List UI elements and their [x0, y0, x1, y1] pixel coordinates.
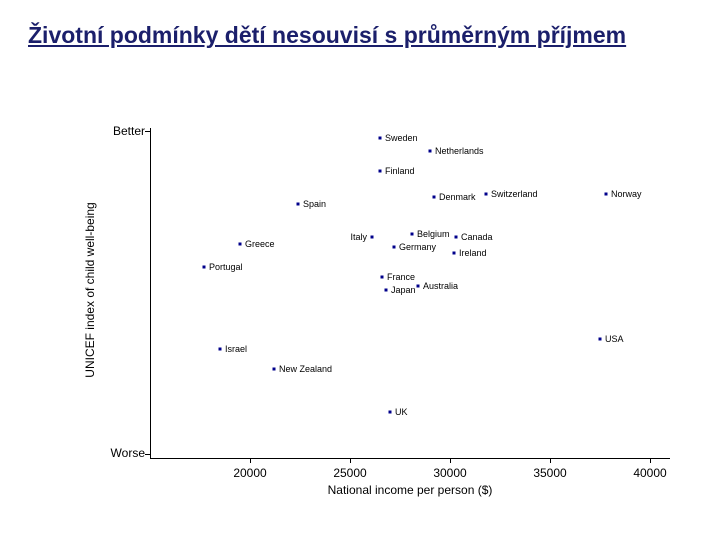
- data-point-label: Italy: [350, 232, 367, 242]
- data-point-label: Belgium: [417, 229, 450, 239]
- data-point: [453, 252, 456, 255]
- data-point: [203, 265, 206, 268]
- data-point: [381, 275, 384, 278]
- data-point-label: USA: [605, 334, 624, 344]
- x-tick-label: 35000: [525, 466, 575, 480]
- y-axis-bottom-category: Worse: [95, 446, 145, 460]
- x-tick-label: 40000: [625, 466, 675, 480]
- data-point-label: Norway: [611, 189, 642, 199]
- page-root: Životní podmínky dětí nesouvisí s průměr…: [0, 0, 720, 540]
- data-point-label: Ireland: [459, 248, 487, 258]
- data-point-label: Sweden: [385, 133, 418, 143]
- data-point: [455, 235, 458, 238]
- data-point-label: Portugal: [209, 262, 243, 272]
- x-tick: [550, 458, 551, 463]
- data-point: [379, 136, 382, 139]
- data-point-label: Switzerland: [491, 189, 538, 199]
- x-tick: [350, 458, 351, 463]
- y-axis-label-container: UNICEF index of child well-being: [80, 128, 100, 458]
- data-point-label: Australia: [423, 281, 458, 291]
- x-tick: [650, 458, 651, 463]
- y-axis-label: UNICEF index of child well-being: [83, 130, 97, 450]
- x-tick-label: 25000: [325, 466, 375, 480]
- data-point: [485, 193, 488, 196]
- data-point-label: New Zealand: [279, 364, 332, 374]
- data-point: [411, 232, 414, 235]
- data-point: [393, 245, 396, 248]
- data-point: [433, 196, 436, 199]
- data-point-label: Greece: [245, 239, 275, 249]
- x-axis-line: [150, 458, 670, 459]
- data-point-label: Germany: [399, 242, 436, 252]
- data-point-label: Netherlands: [435, 146, 484, 156]
- x-tick-label: 20000: [225, 466, 275, 480]
- page-title: Životní podmínky dětí nesouvisí s průměr…: [28, 22, 692, 48]
- scatter-chart: UNICEF index of child well-being Better …: [55, 118, 695, 513]
- data-point: [273, 367, 276, 370]
- x-tick: [450, 458, 451, 463]
- data-point: [385, 288, 388, 291]
- data-point-label: Spain: [303, 199, 326, 209]
- data-point-label: Finland: [385, 166, 415, 176]
- data-point: [417, 285, 420, 288]
- x-axis-label: National income per person ($): [150, 483, 670, 497]
- data-point: [599, 338, 602, 341]
- data-point: [605, 193, 608, 196]
- data-point: [389, 410, 392, 413]
- data-point-label: France: [387, 272, 415, 282]
- data-point-label: Denmark: [439, 192, 476, 202]
- data-point-label: Israel: [225, 344, 247, 354]
- data-point-label: Canada: [461, 232, 493, 242]
- y-axis-line: [150, 128, 151, 458]
- x-tick: [250, 458, 251, 463]
- data-point-label: UK: [395, 407, 408, 417]
- x-tick-label: 30000: [425, 466, 475, 480]
- plot-area: Sweden Netherlands Finland Denmark Switzerla…: [150, 128, 670, 458]
- y-axis-top-category: Better: [95, 124, 145, 138]
- data-point: [379, 169, 382, 172]
- data-point: [219, 348, 222, 351]
- data-point: [429, 150, 432, 153]
- data-point: [297, 202, 300, 205]
- data-point: [239, 242, 242, 245]
- data-point-label: Japan: [391, 285, 416, 295]
- data-point: [371, 235, 374, 238]
